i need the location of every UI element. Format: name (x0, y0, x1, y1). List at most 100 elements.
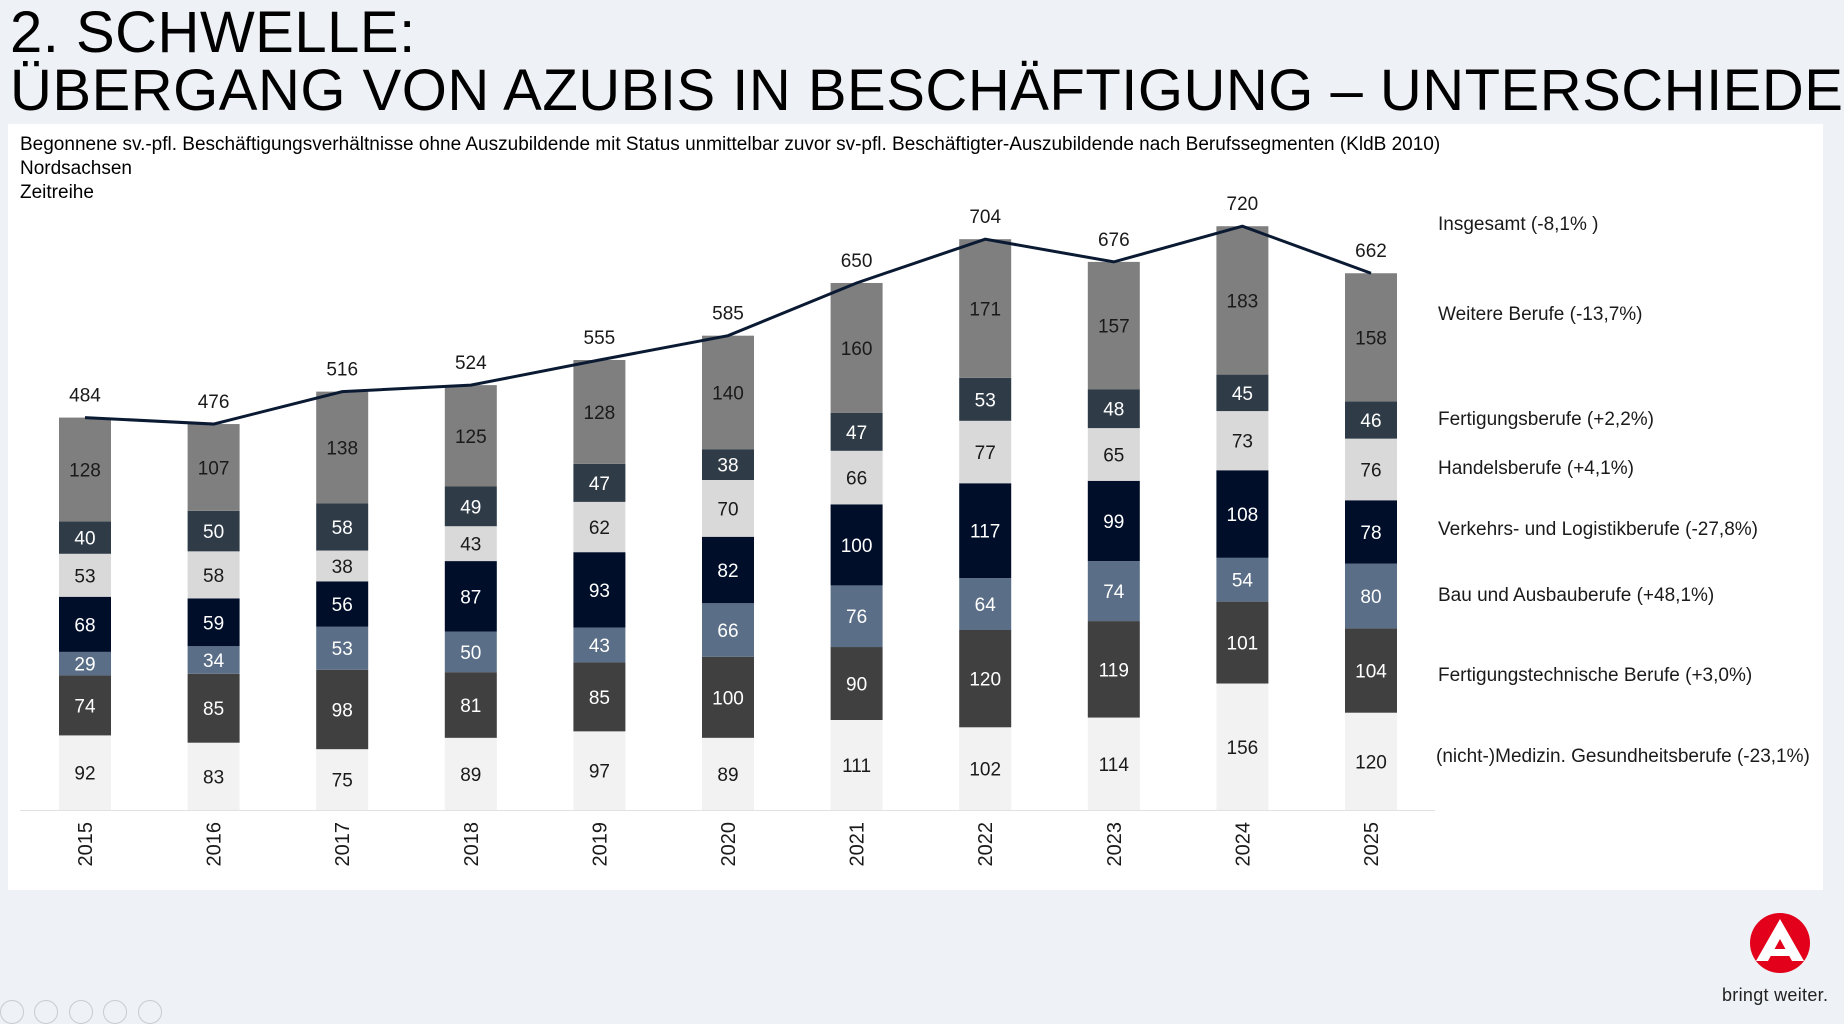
bar-value-label: 90 (846, 675, 867, 696)
legend-entry: Weitere Berufe (-13,7%) (1438, 304, 1643, 325)
bar-value-label: 97 (589, 762, 610, 783)
bar-segment-2019-s2 (573, 627, 626, 663)
x-tick-label: 2021 (847, 822, 869, 867)
presentation-toolbar (0, 1000, 168, 1024)
x-tick-label: 2022 (975, 822, 997, 867)
bar-value-label: 59 (203, 613, 224, 634)
bar-value-label: 43 (460, 535, 481, 556)
total-value-label: 650 (841, 251, 873, 272)
bar-segment-2018-s1 (444, 672, 497, 738)
bar-segment-2025-s4 (1345, 438, 1397, 501)
bar-value-label: 43 (589, 636, 610, 657)
bar-segment-2021-s4 (830, 450, 883, 505)
bar-segment-2022-s5 (959, 377, 1012, 421)
bar-segment-2024-s1 (1216, 601, 1269, 684)
bar-segment-2025-s5 (1345, 401, 1397, 439)
bar-value-label: 85 (589, 688, 610, 709)
bar-segment-2017-s6 (316, 391, 369, 504)
bar-segment-2021-s6 (830, 282, 883, 413)
bar-value-label: 74 (1103, 582, 1125, 603)
x-tick-label: 2023 (1104, 822, 1126, 867)
bar-value-label: 47 (589, 474, 610, 495)
bar-value-label: 34 (203, 651, 225, 672)
bar-segment-2024-s6 (1216, 226, 1269, 375)
bar-segment-2024-s0 (1216, 683, 1269, 810)
bar-value-label: 80 (1360, 587, 1381, 608)
bar-segment-2018-s6 (444, 385, 497, 487)
bar-segment-2023-s2 (1087, 561, 1140, 622)
bar-segment-2017-s4 (316, 550, 369, 582)
bar-segment-2015-s4 (59, 553, 111, 597)
x-tick-label: 2017 (332, 822, 354, 867)
bar-segment-2019-s4 (573, 501, 626, 553)
bar-value-label: 138 (326, 439, 358, 460)
title-line-1: 2. SCHWELLE: (10, 0, 416, 65)
bar-value-label: 108 (1227, 505, 1259, 526)
bar-value-label: 102 (969, 760, 1001, 781)
bar-segment-2016-s6 (187, 424, 240, 511)
slides-overview-icon[interactable] (68, 1000, 93, 1024)
bar-segment-2017-s2 (316, 626, 369, 670)
bar-segment-2015-s3 (59, 596, 111, 652)
bar-value-label: 48 (1103, 400, 1124, 421)
bar-value-label: 29 (74, 655, 95, 676)
bar-segment-2018-s5 (444, 486, 497, 527)
legend-entry: Bau und Ausbauberufe (+48,1%) (1438, 585, 1714, 606)
bar-value-label: 65 (1103, 445, 1124, 466)
bar-segment-2015-s0 (59, 735, 111, 810)
bar-value-label: 50 (460, 643, 481, 664)
bar-segment-2023-s5 (1087, 389, 1140, 429)
bar-segment-2016-s2 (187, 646, 240, 674)
bar-value-label: 38 (332, 557, 353, 578)
bar-segment-2018-s4 (444, 526, 497, 562)
bar-value-label: 93 (589, 581, 610, 602)
more-options-icon[interactable] (137, 1000, 162, 1024)
bar-segment-2015-s1 (59, 675, 111, 736)
bar-value-label: 56 (332, 595, 353, 616)
bar-value-label: 66 (846, 469, 867, 490)
bar-value-label: 87 (460, 587, 481, 608)
bar-segment-2017-s5 (316, 503, 369, 551)
bar-segment-2019-s0 (573, 731, 626, 810)
bar-segment-2018-s2 (444, 631, 497, 673)
bar-segment-2020-s0 (702, 737, 754, 810)
bar-value-label: 128 (584, 403, 616, 424)
bar-value-label: 101 (1227, 634, 1259, 655)
pen-icon[interactable] (34, 1000, 59, 1024)
bar-value-label: 64 (975, 595, 997, 616)
bar-value-label: 100 (841, 536, 873, 557)
bar-segment-2020-s6 (702, 335, 754, 450)
bar-value-label: 114 (1099, 755, 1130, 776)
bar-value-label: 85 (203, 699, 224, 720)
bar-value-label: 38 (717, 456, 738, 477)
previous-slide-icon[interactable] (0, 1000, 24, 1024)
bar-value-label: 89 (717, 765, 738, 786)
bar-value-label: 156 (1227, 738, 1259, 759)
bar-segment-2023-s0 (1087, 717, 1140, 810)
bar-segment-2020-s4 (702, 480, 754, 537)
bar-segment-2023-s6 (1087, 261, 1140, 390)
x-tick-label: 2019 (589, 822, 611, 867)
brand-slogan: bringt weiter. (1722, 985, 1829, 1005)
bar-segment-2022-s0 (959, 727, 1012, 810)
bar-segment-2019-s6 (573, 360, 626, 464)
bar-segment-2020-s5 (702, 449, 754, 480)
total-line (84, 224, 1372, 426)
bar-segment-2018-s0 (444, 737, 497, 810)
bar-segment-2016-s3 (187, 598, 240, 647)
legend-entry: Verkehrs- und Logistikberufe (-27,8%) (1438, 519, 1758, 540)
bar-segment-2022-s3 (959, 483, 1012, 579)
title-line-2: ÜBERGANG VON AZUBIS IN BESCHÄFTIGUNG – U… (10, 58, 1844, 123)
bar-segment-2025-s1 (1345, 628, 1397, 713)
bar-segment-2021-s3 (830, 504, 883, 586)
bar-value-label: 111 (842, 756, 871, 777)
zoom-icon[interactable] (103, 1000, 128, 1024)
bar-value-label: 50 (203, 522, 224, 543)
bar-value-label: 47 (846, 423, 867, 444)
x-tick-label: 2015 (75, 822, 97, 867)
legend-entry: (nicht-)Medizin. Gesundheitsberufe (-23,… (1436, 746, 1810, 767)
total-value-label: 676 (1098, 230, 1130, 251)
bar-segment-2017-s0 (316, 749, 369, 810)
bar-value-label: 76 (1360, 460, 1381, 481)
